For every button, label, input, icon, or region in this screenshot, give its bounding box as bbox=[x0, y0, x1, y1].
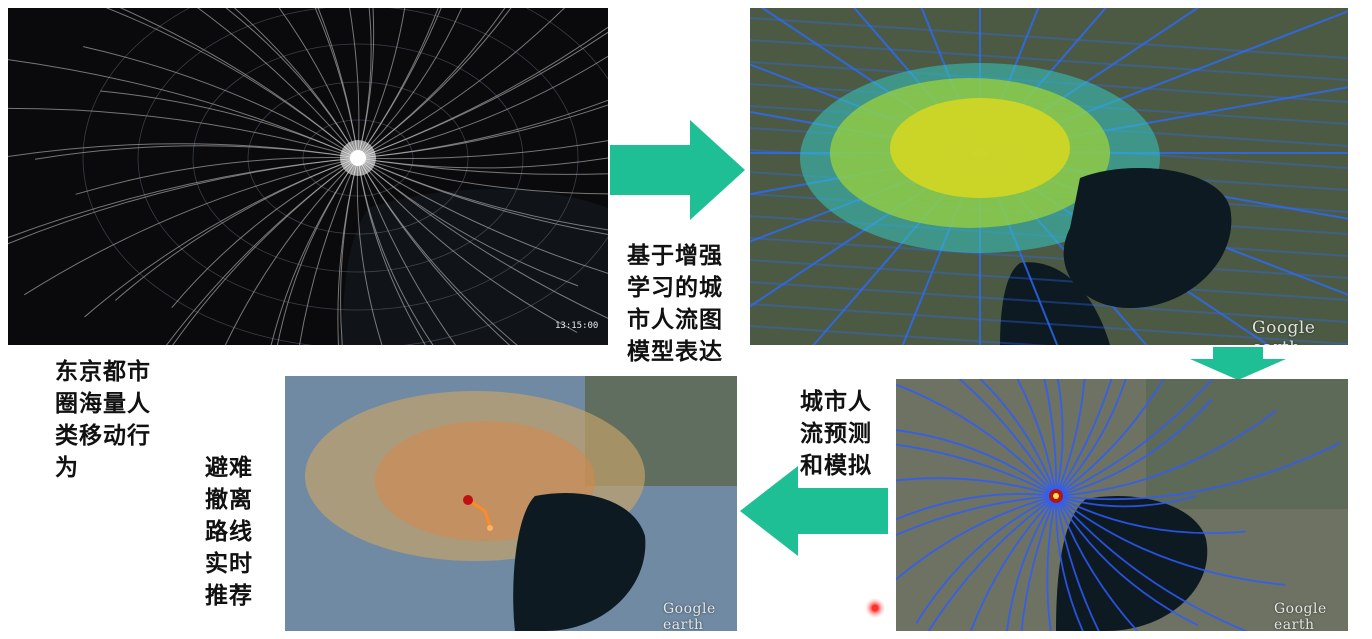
flow-prediction-image bbox=[896, 379, 1348, 631]
label-graph-model: 基于增强 学习的城 市人流图 模型表达 bbox=[627, 242, 723, 365]
prediction-panel: Google earth bbox=[896, 379, 1348, 631]
arrow-right-icon bbox=[610, 120, 745, 220]
google-earth-watermark: Google earth bbox=[1274, 601, 1327, 631]
google-earth-watermark: Google earth bbox=[663, 601, 716, 631]
google-earth-watermark: Google earth bbox=[1252, 318, 1316, 345]
mobility-trajectories-image bbox=[8, 8, 608, 345]
evacuation-route-image bbox=[285, 376, 737, 631]
pointer-cursor-icon bbox=[865, 598, 885, 618]
label-evacuation: 避难 撤离 路线 实时 推荐 bbox=[205, 454, 253, 609]
model-heatmap-panel: Google earth bbox=[750, 8, 1348, 345]
timestamp: 13:15:00 bbox=[555, 321, 599, 331]
evacuation-panel: Google earth bbox=[285, 376, 737, 631]
label-prediction: 城市人 流预测 和模拟 bbox=[800, 388, 872, 479]
graph-model-heatmap-image bbox=[750, 8, 1348, 345]
label-tokyo-data: 东京都市 圈海量人 类移动行 为 bbox=[55, 358, 151, 481]
arrow-left-icon bbox=[740, 466, 888, 556]
arrow-down-icon bbox=[1190, 347, 1286, 380]
tokyo-mobility-panel: 13:15:00 bbox=[8, 8, 608, 345]
